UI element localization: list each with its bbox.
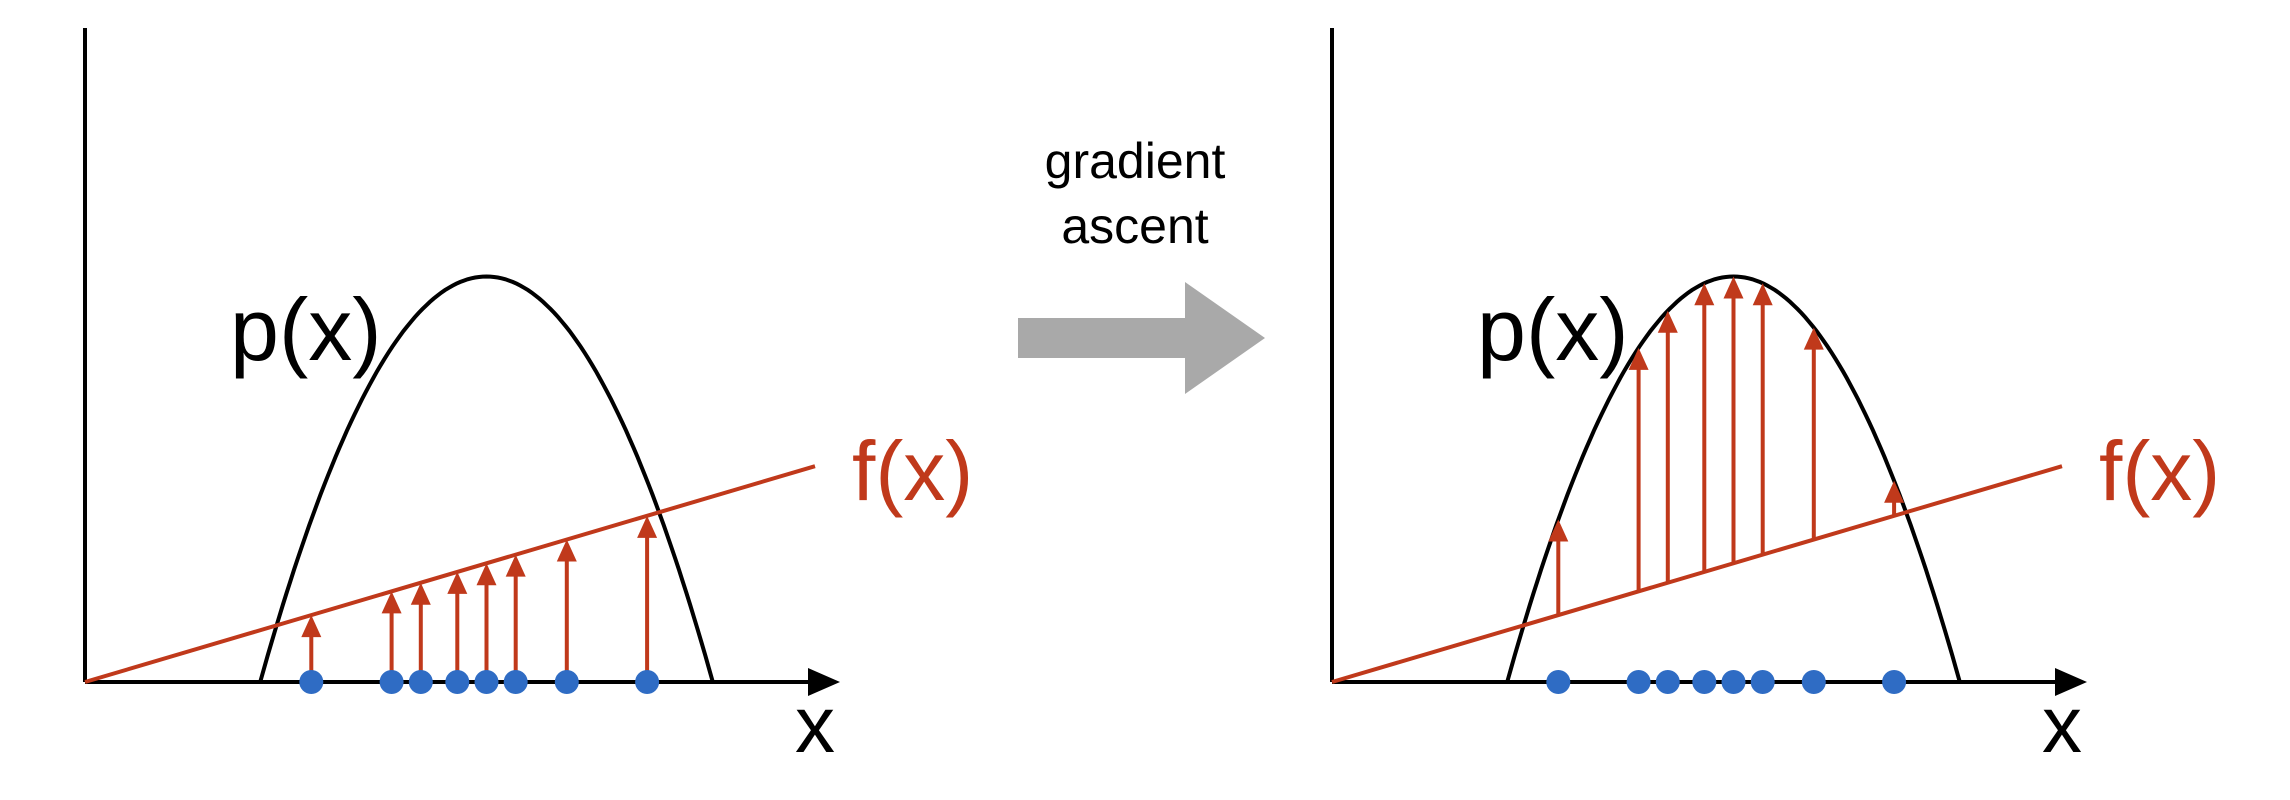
sample-dot-0 (299, 670, 324, 694)
sample-dots (1546, 670, 1907, 694)
sample-arrowhead-5 (1752, 283, 1773, 306)
p-label: p(x) (1477, 280, 1629, 379)
sample-dot-3 (445, 670, 470, 694)
f-label: f(x) (2099, 424, 2220, 518)
panel-after: p(x) f(x) x (1330, 28, 2220, 769)
f-label: f(x) (852, 424, 973, 518)
sample-dot-2 (1655, 670, 1680, 694)
sample-dot-7 (1882, 670, 1907, 694)
f-line (1331, 464, 2063, 684)
sample-arrowhead-3 (1694, 283, 1715, 306)
sample-arrowhead-7 (637, 515, 658, 538)
transition-label-line2: ascent (1061, 198, 1208, 254)
sample-arrowhead-6 (556, 539, 577, 562)
sample-dot-1 (379, 670, 404, 694)
sample-dot-4 (474, 670, 499, 694)
p-curve (1505, 274, 1962, 683)
sample-arrows (1548, 276, 1905, 616)
right-arrow-icon (1018, 282, 1265, 394)
sample-dot-4 (1721, 670, 1746, 694)
x-axis-arrowhead (2055, 668, 2087, 696)
panel-before: p(x) f(x) x (83, 28, 973, 769)
sample-arrowhead-7 (1884, 480, 1905, 503)
sample-arrowhead-4 (476, 563, 497, 586)
sample-arrows (301, 515, 658, 682)
sample-arrowhead-6 (1803, 327, 1824, 350)
f-line (84, 464, 816, 684)
sample-dots (299, 670, 660, 694)
sample-dot-1 (1626, 670, 1651, 694)
x-label: x (795, 680, 835, 769)
sample-dot-6 (554, 670, 579, 694)
sample-arrowhead-0 (301, 615, 322, 638)
sample-dot-6 (1801, 670, 1826, 694)
p-curve (258, 274, 715, 683)
sample-dot-3 (1692, 670, 1717, 694)
transition: gradient ascent (1018, 133, 1265, 394)
sample-arrowhead-1 (1628, 347, 1649, 370)
sample-arrowhead-5 (505, 554, 526, 577)
sample-arrowhead-1 (381, 591, 402, 614)
sample-dot-0 (1546, 670, 1571, 694)
sample-arrowhead-4 (1723, 276, 1744, 299)
x-axis-arrowhead (808, 668, 840, 696)
sample-arrowhead-2 (1657, 310, 1678, 333)
x-label: x (2042, 680, 2082, 769)
transition-label-line1: gradient (1045, 133, 1226, 189)
sample-arrowhead-3 (447, 571, 468, 594)
sample-arrowhead-2 (410, 582, 431, 605)
sample-dot-7 (635, 670, 660, 694)
p-label: p(x) (230, 280, 382, 379)
sample-arrowhead-0 (1548, 519, 1569, 542)
sample-dot-5 (1750, 670, 1775, 694)
sample-dot-2 (408, 670, 433, 694)
sample-dot-5 (503, 670, 528, 694)
